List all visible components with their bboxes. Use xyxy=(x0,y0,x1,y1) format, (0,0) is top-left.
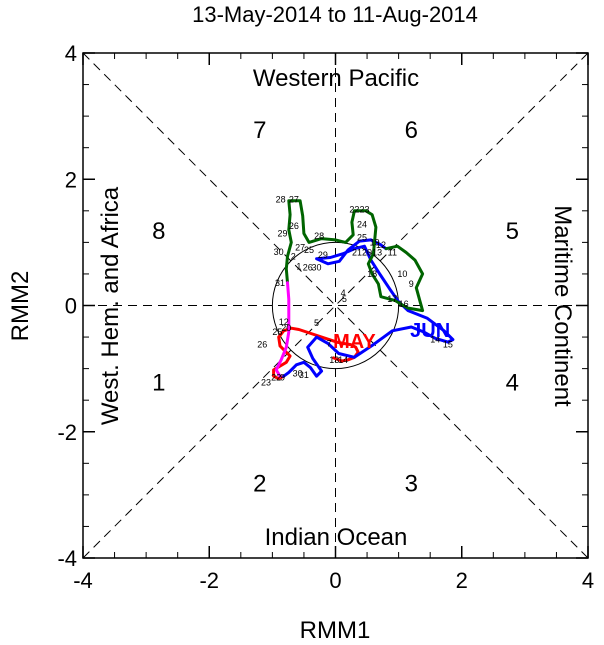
month-labels: MAY JUN xyxy=(333,320,450,353)
y-tick-label: -4 xyxy=(57,546,77,571)
y-tick-label: 4 xyxy=(65,41,77,66)
day-label: 22 xyxy=(271,372,281,382)
day-label: 23 xyxy=(360,205,370,215)
x-tick-label: 2 xyxy=(456,568,468,593)
phase-label: 4 xyxy=(506,369,519,396)
month-label-jun: JUN xyxy=(410,320,450,342)
day-label: 28 xyxy=(276,194,286,204)
day-label: 25 xyxy=(357,232,367,242)
day-label: 15 xyxy=(443,340,453,350)
day-label: 20 xyxy=(362,247,372,257)
day-label: 25 xyxy=(272,327,282,337)
day-label: 7 xyxy=(327,338,332,348)
day-label: 20 xyxy=(281,323,291,333)
day-label: 19 xyxy=(370,237,380,247)
day-label: 9 xyxy=(409,279,414,289)
day-label: 23 xyxy=(261,378,271,388)
day-label: 5 xyxy=(342,294,347,304)
day-label: 5 xyxy=(314,318,319,328)
day-label: 25 xyxy=(304,245,314,255)
series-line-aug xyxy=(274,281,291,378)
unit-circle xyxy=(271,241,400,370)
day-label: 24 xyxy=(357,220,367,230)
day-label: 22 xyxy=(349,205,359,215)
phase-label: 1 xyxy=(152,369,165,396)
day-label: 28 xyxy=(314,231,324,241)
x-tick-label: -4 xyxy=(73,568,93,593)
day-label: 17 xyxy=(387,294,397,304)
x-tick-label: 0 xyxy=(329,568,341,593)
phase-label: 7 xyxy=(253,117,266,144)
series-lines xyxy=(272,199,455,381)
day-label: 13 xyxy=(372,247,382,257)
y-tick-label: 2 xyxy=(65,167,77,192)
phase-label: 3 xyxy=(405,470,418,497)
series-line-jul xyxy=(284,199,425,313)
phase-label: 6 xyxy=(405,117,418,144)
region-label-left: West. Hem. and Africa xyxy=(97,186,124,425)
day-label: 31 xyxy=(299,370,309,380)
month-label-may: MAY xyxy=(333,331,376,353)
day-label: 18 xyxy=(367,269,377,279)
y-tick-label: 0 xyxy=(65,294,77,319)
day-label: 30 xyxy=(293,369,303,379)
day-label: 13 xyxy=(329,355,339,365)
day-label: 16 xyxy=(399,299,409,309)
phase-label: 5 xyxy=(506,218,519,245)
day-label: 12 xyxy=(376,240,386,250)
x-tick-label: 4 xyxy=(582,568,594,593)
phase-guides xyxy=(82,52,589,559)
day-label: 10 xyxy=(397,269,407,279)
x-axis-label: RMM1 xyxy=(300,617,371,640)
series-line-jun xyxy=(282,238,455,378)
region-label-top: Western Pacific xyxy=(253,65,419,92)
day-label: 14 xyxy=(338,355,348,365)
phase-label: 2 xyxy=(253,470,266,497)
day-label: 9 xyxy=(280,372,285,382)
series-line-may xyxy=(272,326,360,381)
day-label: 4 xyxy=(341,288,346,298)
y-tick-label: -2 xyxy=(57,420,77,445)
day-label: 26 xyxy=(257,340,267,350)
day-label: 2 xyxy=(291,251,296,261)
day-label: 1 xyxy=(296,261,301,271)
day-label: 29 xyxy=(318,250,328,260)
day-label: 30 xyxy=(274,247,284,257)
region-label-right: Maritime Continent xyxy=(549,205,576,407)
day-label: 12 xyxy=(279,317,289,327)
phase-label: 8 xyxy=(152,218,165,245)
day-label: 26 xyxy=(289,221,299,231)
day-label: 29 xyxy=(277,229,287,239)
chart-title: 13-May-2014 to 11-Aug-2014 xyxy=(192,2,478,27)
day-label: 27 xyxy=(289,194,299,204)
day-label: 31 xyxy=(275,278,285,288)
y-axis-label: RMM2 xyxy=(7,271,34,342)
day-label: 21 xyxy=(352,247,362,257)
day-label: 26 xyxy=(303,263,313,273)
x-tick-label: -2 xyxy=(199,568,219,593)
day-label: 27 xyxy=(295,242,305,252)
day-label: 30 xyxy=(312,263,322,273)
day-label: 14 xyxy=(430,335,440,345)
day-label: 11 xyxy=(388,247,397,257)
